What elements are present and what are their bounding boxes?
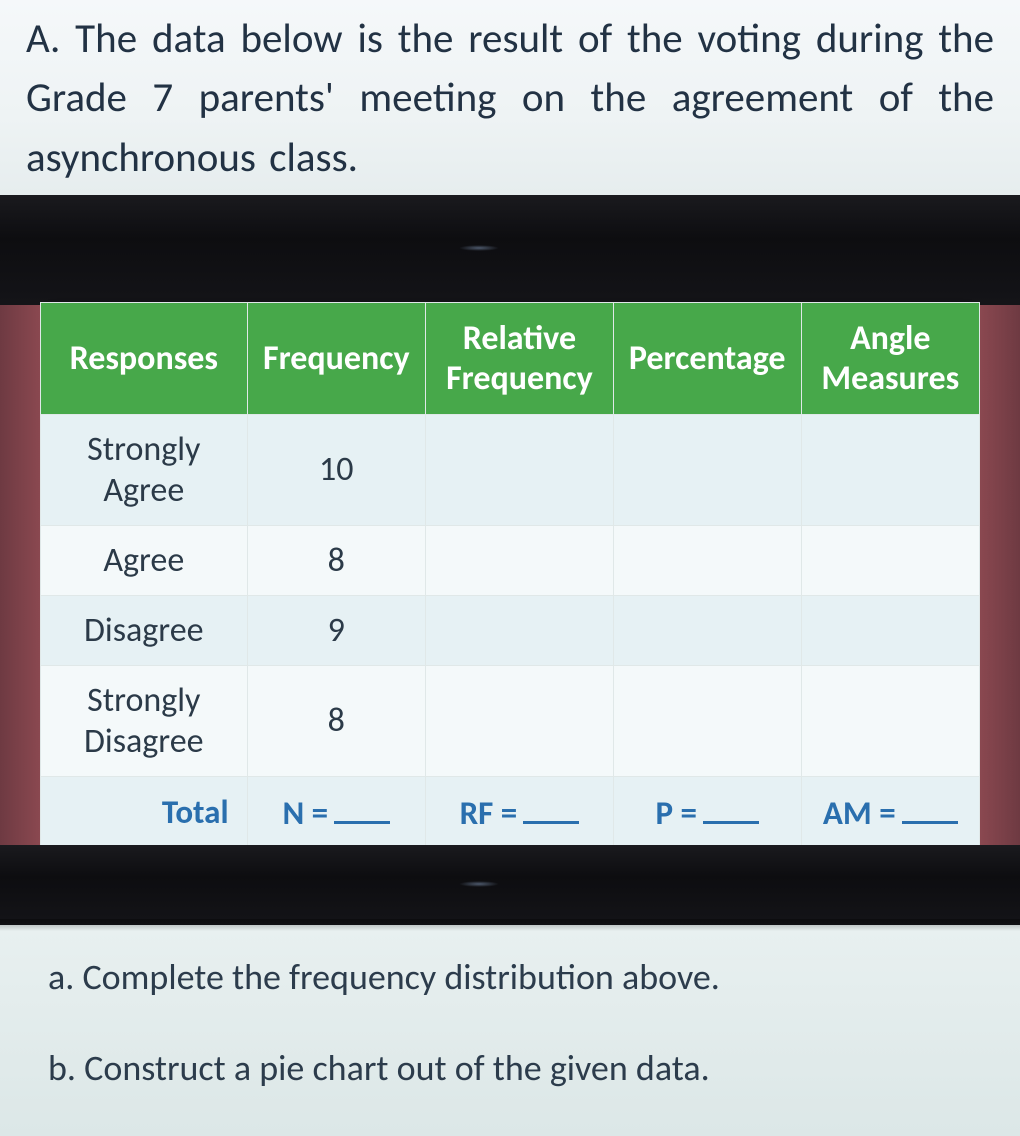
intro-panel: A. The data below is the result of the v… xyxy=(0,0,1020,195)
cell-rf xyxy=(425,665,613,776)
slide-accent-right xyxy=(980,305,1020,845)
intro-text: A. The data below is the result of the v… xyxy=(26,10,994,188)
cell-rf xyxy=(425,414,613,525)
total-am: AM = xyxy=(801,776,979,847)
questions-panel: a. Complete the frequency distribution a… xyxy=(0,925,1020,1136)
col-angle: Angle Measures xyxy=(801,303,979,414)
cell-response: Strongly Agree xyxy=(41,414,248,525)
question-a: a. Complete the frequency distribution a… xyxy=(48,953,972,1002)
cell-rf xyxy=(425,525,613,595)
blank-n xyxy=(334,791,390,824)
table-container: Responses Frequency Relative Frequency P… xyxy=(40,302,980,847)
cell-pct xyxy=(613,525,801,595)
table-total-row: Total N = RF = P = AM = xyxy=(41,776,980,847)
cell-frequency: 8 xyxy=(247,525,425,595)
table-header-row: Responses Frequency Relative Frequency P… xyxy=(41,303,980,414)
cell-frequency: 8 xyxy=(247,665,425,776)
cell-rf xyxy=(425,595,613,665)
slide-accent-left xyxy=(0,305,40,845)
blank-rf xyxy=(523,791,579,824)
table-row: Strongly Agree 10 xyxy=(41,414,980,525)
total-label: Total xyxy=(41,776,248,847)
col-responses: Responses xyxy=(41,303,248,414)
cell-am xyxy=(801,414,979,525)
question-b: b. Construct a pie chart out of the give… xyxy=(48,1044,972,1093)
cell-response: Agree xyxy=(41,525,248,595)
cell-am xyxy=(801,595,979,665)
table-row: Disagree 9 xyxy=(41,595,980,665)
cell-response: Strongly Disagree xyxy=(41,665,248,776)
bezel-mid xyxy=(0,845,1020,925)
total-n: N = xyxy=(247,776,425,847)
total-rf-label: RF = xyxy=(460,793,518,833)
frequency-table: Responses Frequency Relative Frequency P… xyxy=(40,302,980,847)
total-rf: RF = xyxy=(425,776,613,847)
cell-response: Disagree xyxy=(41,595,248,665)
total-p: P = xyxy=(613,776,801,847)
total-p-label: P = xyxy=(655,793,696,833)
cell-frequency: 9 xyxy=(247,595,425,665)
bezel-top xyxy=(0,195,1020,305)
total-n-label: N = xyxy=(282,793,328,833)
cell-pct xyxy=(613,665,801,776)
cell-am xyxy=(801,665,979,776)
col-frequency: Frequency xyxy=(247,303,425,414)
cell-am xyxy=(801,525,979,595)
table-row: Agree 8 xyxy=(41,525,980,595)
col-percentage: Percentage xyxy=(613,303,801,414)
blank-am xyxy=(902,791,958,824)
total-am-label: AM = xyxy=(823,793,896,833)
table-slide: Responses Frequency Relative Frequency P… xyxy=(0,305,1020,845)
cell-pct xyxy=(613,414,801,525)
table-row: Strongly Disagree 8 xyxy=(41,665,980,776)
col-relfreq: Relative Frequency xyxy=(425,303,613,414)
cell-pct xyxy=(613,595,801,665)
cell-frequency: 10 xyxy=(247,414,425,525)
blank-p xyxy=(703,791,759,824)
